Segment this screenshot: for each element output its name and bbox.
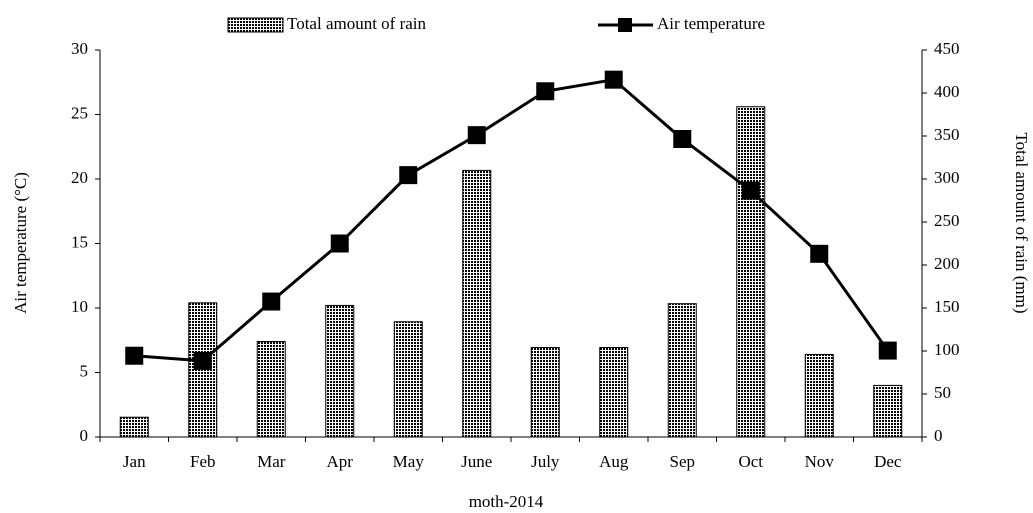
bar xyxy=(188,302,218,438)
y2-tick-label: 250 xyxy=(934,211,960,230)
x-tick-label: Jan xyxy=(123,452,146,471)
bar xyxy=(804,353,834,438)
legend-label: Total amount of rain xyxy=(287,14,427,33)
y2-tick-label: 150 xyxy=(934,297,960,316)
y2-tick-label: 450 xyxy=(934,39,960,58)
legend-swatch xyxy=(227,17,284,33)
legend-label: Air temperature xyxy=(657,14,765,33)
bar xyxy=(325,304,355,438)
y-tick-label: 15 xyxy=(71,232,88,251)
y2-tick-label: 50 xyxy=(934,383,951,402)
bar xyxy=(599,347,629,438)
bar xyxy=(873,384,903,438)
y-tick-label: 30 xyxy=(71,39,88,58)
y-tick-label: 20 xyxy=(71,168,88,187)
marker xyxy=(330,234,349,253)
bar xyxy=(119,416,149,438)
bar xyxy=(393,321,423,438)
legend-marker xyxy=(618,18,632,32)
x-tick-label: May xyxy=(393,452,425,471)
bar xyxy=(736,106,766,438)
x-tick-label: Feb xyxy=(190,452,216,471)
marker xyxy=(125,346,144,365)
y-axis-label: Air temperature (°C) xyxy=(11,172,30,314)
y-tick-label: 5 xyxy=(80,361,89,380)
x-tick-label: Sep xyxy=(670,452,696,471)
marker xyxy=(810,244,829,263)
marker xyxy=(673,130,692,149)
bar xyxy=(530,347,560,438)
y2-tick-label: 200 xyxy=(934,254,960,273)
x-tick-label: Mar xyxy=(257,452,286,471)
y2-tick-label: 100 xyxy=(934,340,960,359)
bar xyxy=(462,169,492,438)
bar xyxy=(667,303,697,438)
marker xyxy=(741,181,760,200)
marker xyxy=(467,126,486,145)
x-tick-label: Aug xyxy=(599,452,629,471)
y2-tick-label: 0 xyxy=(934,426,943,445)
bar xyxy=(256,341,286,438)
y2-axis-label: Total amount of rain (mm) xyxy=(1012,132,1031,313)
marker xyxy=(399,166,418,185)
x-axis-label: moth-2014 xyxy=(469,492,544,511)
x-tick-label: Dec xyxy=(874,452,902,471)
marker xyxy=(262,292,281,311)
y-tick-label: 25 xyxy=(71,103,88,122)
x-tick-label: Oct xyxy=(738,452,763,471)
line xyxy=(134,78,889,363)
y-tick-label: 0 xyxy=(80,426,89,445)
x-tick-label: June xyxy=(461,452,492,471)
x-tick-label: Apr xyxy=(327,452,354,471)
y2-tick-label: 300 xyxy=(934,168,960,187)
marker xyxy=(604,70,623,89)
y2-tick-label: 350 xyxy=(934,125,960,144)
x-tick-label: Nov xyxy=(805,452,835,471)
marker xyxy=(878,341,897,360)
marker xyxy=(536,82,555,101)
marker xyxy=(193,351,212,370)
y2-tick-label: 400 xyxy=(934,82,960,101)
x-tick-label: July xyxy=(531,452,560,471)
y-tick-label: 10 xyxy=(71,297,88,316)
